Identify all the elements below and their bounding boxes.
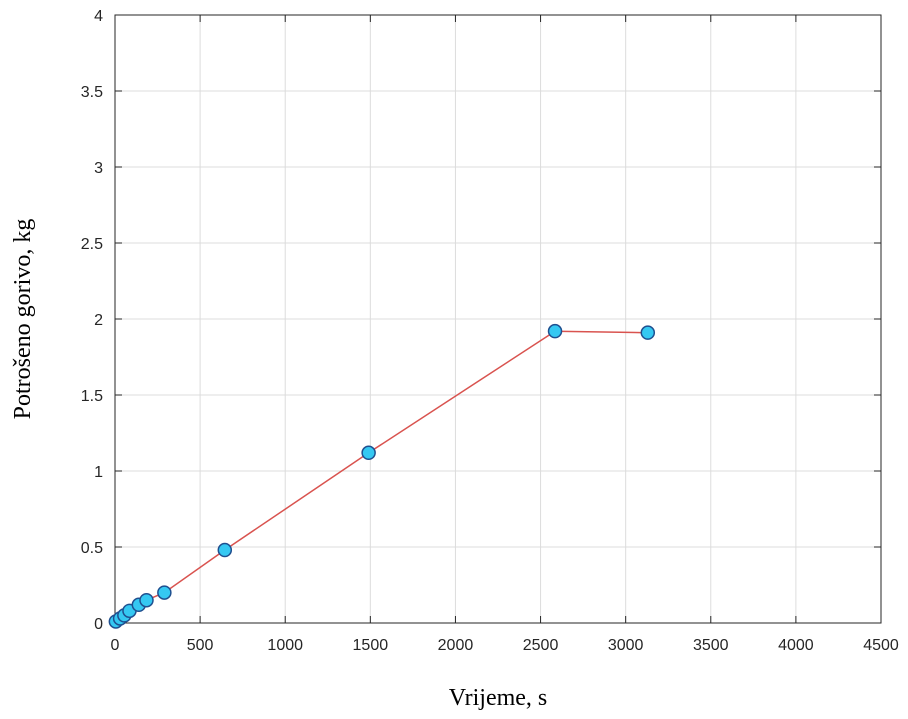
x-tick-label: 2000 xyxy=(438,637,474,654)
x-tick-label: 4000 xyxy=(778,637,814,654)
y-tick-label: 4 xyxy=(94,8,103,25)
y-tick-label: 1 xyxy=(94,464,103,481)
data-point xyxy=(157,585,172,600)
axis-ticks xyxy=(114,14,882,624)
x-tick-label: 4500 xyxy=(863,637,899,654)
data-point xyxy=(640,325,656,340)
y-tick-label: 1.5 xyxy=(81,388,103,405)
x-tick-label: 2500 xyxy=(523,637,559,654)
y-tick-label: 2.5 xyxy=(81,236,103,253)
data-point xyxy=(139,592,154,608)
y-tick-labels: 0 0.5 1 1.5 2 2.5 3 3.5 4 xyxy=(81,8,103,633)
x-tick-label: 0 xyxy=(111,637,120,654)
x-tick-labels: 0 500 1000 1500 2000 2500 3000 3500 4000 4500 xyxy=(111,637,899,654)
y-tick-label: 3 xyxy=(94,160,103,177)
x-tick-label: 1000 xyxy=(267,637,303,654)
x-tick-label: 1500 xyxy=(353,637,389,654)
y-tick-label: 3.5 xyxy=(81,84,103,101)
x-axis-label: Vrijeme, s xyxy=(449,685,548,711)
grid-lines xyxy=(115,15,881,623)
y-tick-label: 2 xyxy=(94,312,103,329)
data-markers xyxy=(108,323,656,629)
x-tick-label: 500 xyxy=(187,637,214,654)
x-tick-label: 3000 xyxy=(608,637,644,654)
data-point xyxy=(547,323,563,339)
y-axis-label: Potrošeno gorivo, kg xyxy=(10,219,36,420)
x-tick-label: 3500 xyxy=(693,637,729,654)
data-point xyxy=(217,542,233,558)
data-point xyxy=(361,445,376,461)
y-tick-label: 0 xyxy=(94,616,103,633)
y-tick-label: 0.5 xyxy=(81,540,103,557)
